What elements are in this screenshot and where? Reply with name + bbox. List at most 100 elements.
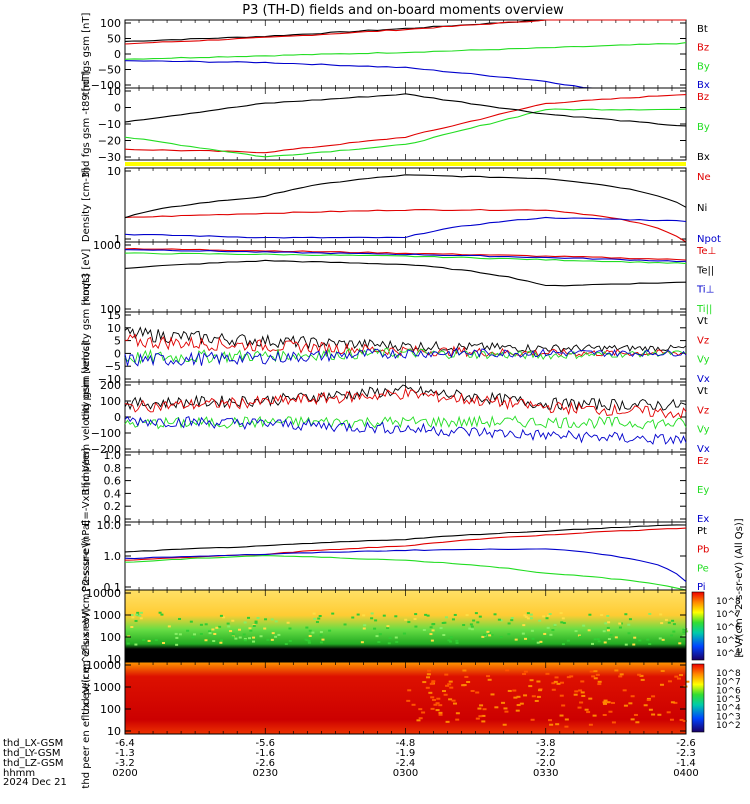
spectrogram-pixel xyxy=(635,721,640,724)
spectrogram-pixel xyxy=(319,631,323,634)
y-tick-label: 0 xyxy=(114,48,121,61)
colorbar-tick-label: 10^2 xyxy=(716,721,741,731)
spectrogram-pixel xyxy=(426,676,431,679)
spectrogram-pixel xyxy=(252,640,256,643)
spectrogram-pixel xyxy=(219,641,223,644)
spectrogram-pixel xyxy=(659,683,664,686)
spectrogram-pixel xyxy=(481,714,486,717)
spectrogram-pixel xyxy=(432,698,437,701)
y-tick-label: 10 xyxy=(107,725,121,738)
y-tick-label: 0.0 xyxy=(104,513,122,526)
spectrogram-pixel xyxy=(427,669,432,672)
spectrogram-pixel xyxy=(178,617,182,620)
spectrogram-pixel xyxy=(523,614,527,617)
x-axis-value: -4.8 xyxy=(396,738,416,749)
series-line-Vx xyxy=(124,347,687,367)
spectrogram-pixel xyxy=(618,626,622,629)
y-axis-label: moqt3 [eV] xyxy=(81,249,92,306)
spectrogram-pixel xyxy=(682,631,686,634)
spectrogram-pixel xyxy=(435,702,440,705)
y-axis-label: thd fgs gsm -t89 [nT] xyxy=(81,71,92,177)
spectrogram-pixel xyxy=(584,708,589,711)
spectrogram-pixel xyxy=(449,636,453,639)
spectrogram-pixel xyxy=(581,694,586,697)
spectrogram-pixel xyxy=(466,681,471,684)
spectrogram-pixel xyxy=(475,717,480,720)
spectrogram-pixel xyxy=(607,637,611,640)
spectrogram-pixel xyxy=(431,623,435,626)
spectrogram-pixel xyxy=(436,697,441,700)
spectrogram-pixel xyxy=(648,642,652,645)
spectrogram-pixel xyxy=(204,639,208,642)
panel-3 xyxy=(125,162,686,166)
spectrogram-pixel xyxy=(551,629,555,632)
spectrogram-pixel xyxy=(476,621,480,624)
spectrogram-pixel xyxy=(482,708,487,711)
spectrogram-pixel xyxy=(402,632,406,635)
spectrogram-pixel xyxy=(536,695,541,698)
legend-entry: Vy xyxy=(697,355,710,366)
spectrogram-pixel xyxy=(529,679,534,682)
legend-entry: Vz xyxy=(697,405,709,416)
spectrogram-pixel xyxy=(414,613,418,616)
spectrogram-pixel xyxy=(313,617,317,620)
y-tick-label: −100 xyxy=(91,79,121,92)
spectrogram-pixel xyxy=(632,643,636,646)
y-axis-label: thd fgs gsm [nT] xyxy=(81,13,92,96)
spectrogram-pixel xyxy=(682,628,686,631)
spectrogram-pixel xyxy=(231,633,235,636)
y-tick-label: −30 xyxy=(98,151,121,164)
spectrogram-pixel xyxy=(592,714,597,717)
spectrogram-pixel xyxy=(587,629,591,632)
spectrogram-pixel xyxy=(218,625,222,628)
spectrogram-pixel xyxy=(430,696,435,699)
spectrogram-pixel xyxy=(628,618,632,621)
spectrogram-pixel xyxy=(490,634,494,637)
legend-entry: Te⊥ xyxy=(696,246,716,257)
spectrogram-pixel xyxy=(470,628,474,631)
legend-entry: Vt xyxy=(697,316,708,327)
spectrogram-pixel xyxy=(507,622,511,625)
spectrogram-pixel xyxy=(507,633,511,636)
spectrogram-pixel xyxy=(219,614,223,617)
spectrogram-pixel xyxy=(455,712,460,715)
spectrogram-pixel xyxy=(561,643,565,646)
spectrogram-pixel xyxy=(374,619,378,622)
spectrogram-pixel xyxy=(360,641,364,644)
spectrogram-pixel xyxy=(574,630,578,633)
spectrogram-pixel xyxy=(530,629,534,632)
spectrogram-pixel xyxy=(536,641,540,644)
y-tick-label: 50 xyxy=(107,33,121,46)
spectrogram-pixel xyxy=(373,627,377,630)
spectrogram-pixel xyxy=(277,633,281,636)
spectrogram-pixel xyxy=(407,689,412,692)
series-line-Pb xyxy=(124,527,687,561)
x-axis-value: -3.2 xyxy=(115,758,135,769)
spectrogram-pixel xyxy=(524,636,528,639)
colorbar-tick-label: 10^7 xyxy=(716,610,741,620)
spectrogram-pixel xyxy=(243,639,247,642)
spectrogram-pixel xyxy=(559,714,564,717)
spectrogram-pixel xyxy=(529,613,533,616)
spectrogram-pixel xyxy=(426,614,430,617)
spectrogram-pixel xyxy=(375,635,379,638)
y-tick-label: 1000 xyxy=(93,239,121,252)
spectrogram-pixel xyxy=(256,616,260,619)
spectrogram-pixel xyxy=(406,699,411,702)
spectrogram-pixel xyxy=(248,627,252,630)
spectrogram-pixel xyxy=(478,715,483,718)
y-tick-label: 15 xyxy=(107,309,121,322)
spectrogram-pixel xyxy=(670,634,674,637)
spectrogram-pixel xyxy=(130,626,134,629)
spectrogram-pixel xyxy=(580,680,585,683)
x-axis-value: -5.6 xyxy=(255,738,275,749)
spectrogram-pixel xyxy=(523,694,528,697)
spectrogram-pixel xyxy=(191,636,195,639)
spectrogram-pixel xyxy=(611,721,616,724)
spectrogram-pixel xyxy=(472,619,476,622)
legend-entry: Ez xyxy=(697,456,709,467)
spectrogram-pixel xyxy=(445,720,450,723)
